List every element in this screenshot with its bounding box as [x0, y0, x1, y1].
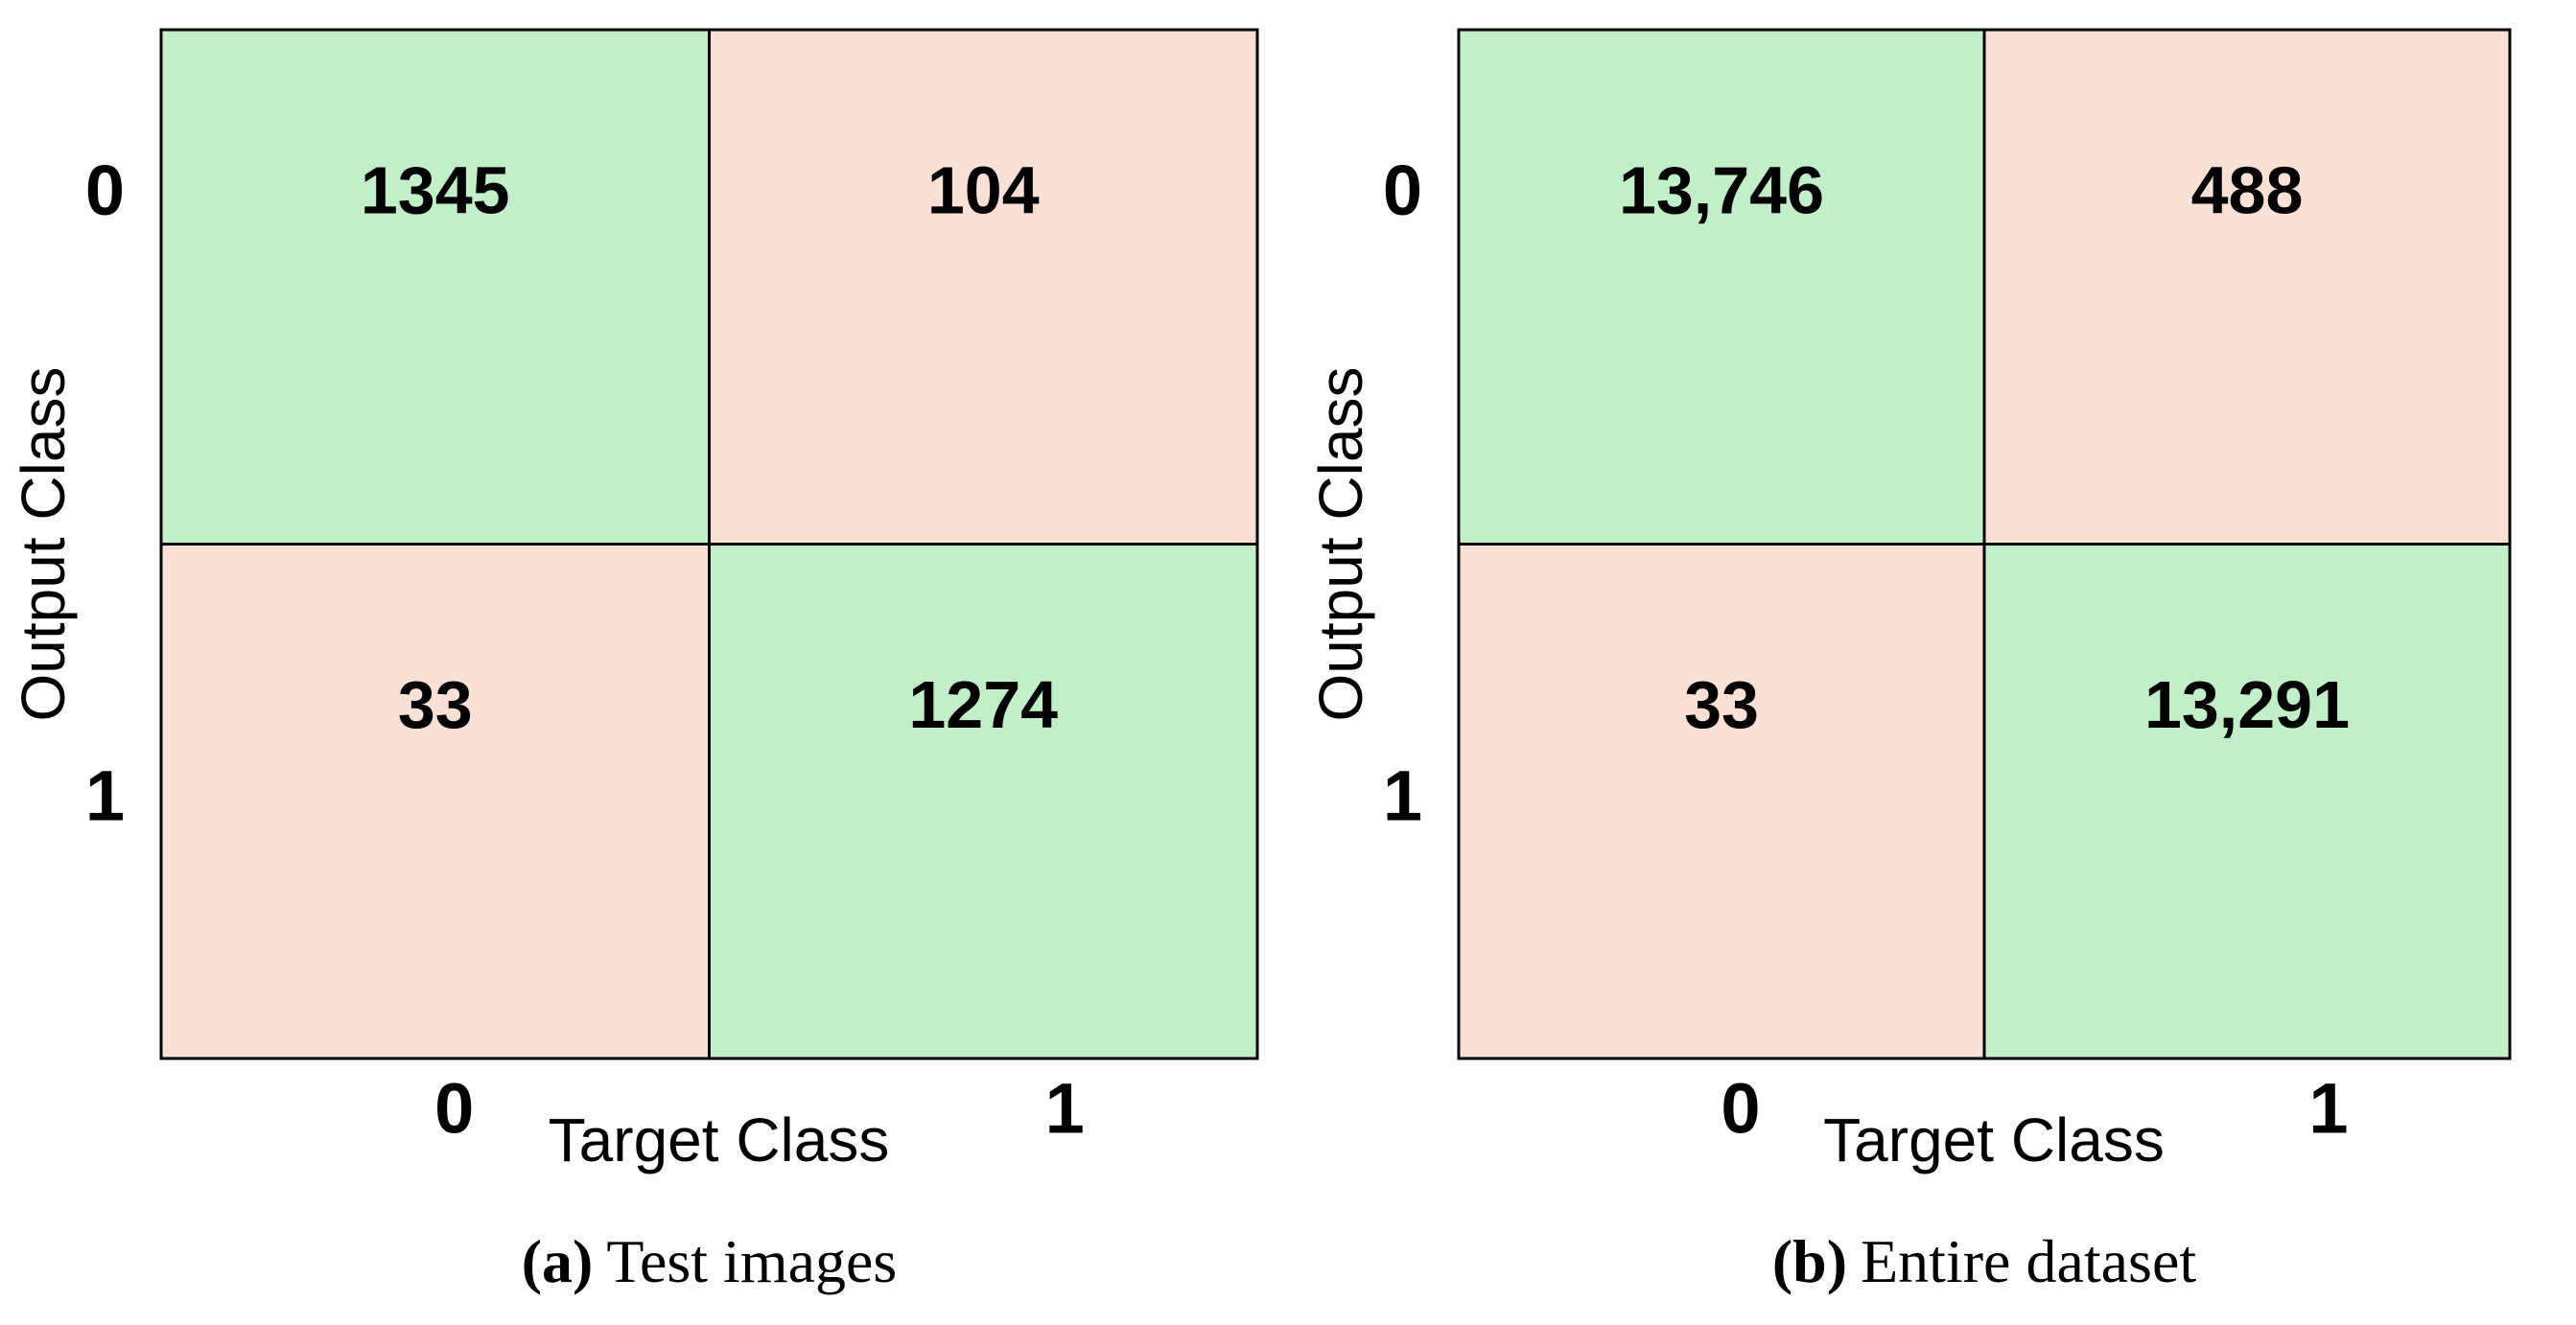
y-axis-label: Output Class	[9, 367, 78, 722]
matrix-cell	[1457, 543, 1986, 1060]
x-tick-label: 1	[2308, 1069, 2348, 1149]
matrix-cell	[159, 28, 711, 546]
cell-label: 13,291	[2144, 667, 2350, 742]
y-tick-label: 1	[85, 755, 125, 835]
cell-label: 1274	[908, 667, 1058, 742]
y-axis-label: Output Class	[1306, 367, 1375, 722]
cell-label: 33	[1684, 667, 1759, 742]
x-axis-label: Target Class	[549, 1105, 890, 1174]
caption-label: (b)	[1772, 1227, 1847, 1295]
x-tick-label: 0	[1721, 1069, 1760, 1149]
matrix-cell	[1457, 28, 1986, 546]
caption-text: Entire dataset	[1861, 1227, 2196, 1295]
y-tick-label: 0	[1383, 151, 1422, 230]
cell-label: 33	[398, 667, 473, 742]
caption: (a) Test images	[522, 1227, 898, 1295]
cell-label: 1345	[361, 153, 510, 228]
y-tick-label: 1	[1383, 755, 1422, 835]
x-tick-label: 0	[434, 1069, 474, 1149]
matrix-cell	[708, 28, 1259, 546]
cell-label: 13,746	[1619, 153, 1824, 228]
matrix-cell	[1982, 28, 2512, 546]
matrix-cell	[159, 543, 711, 1060]
cell-label: 488	[2191, 153, 2304, 228]
cell-label: 104	[927, 153, 1040, 228]
x-tick-label: 1	[1045, 1069, 1085, 1149]
caption-label: (a)	[522, 1227, 594, 1295]
x-axis-label: Target Class	[1823, 1105, 2165, 1174]
y-tick-label: 0	[85, 151, 125, 230]
matrix-cell	[708, 543, 1259, 1060]
caption-text: Test images	[606, 1227, 897, 1295]
matrix-cell	[1982, 543, 2512, 1060]
caption: (b) Entire dataset	[1772, 1227, 2197, 1295]
